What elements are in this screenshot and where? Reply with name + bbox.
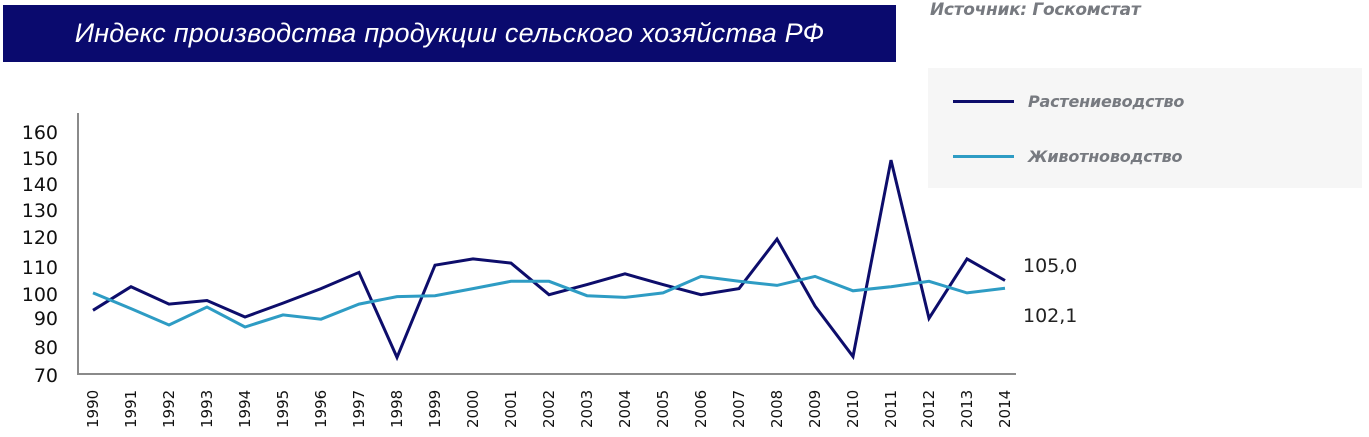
series-line-livestock bbox=[92, 274, 1006, 329]
legend-item-livestock: Животноводство bbox=[953, 147, 1183, 166]
y-tick-label: 100 bbox=[22, 284, 58, 306]
x-tick-label: 2002 bbox=[540, 390, 558, 428]
x-tick-label: 1999 bbox=[426, 390, 444, 428]
y-tick-label: 160 bbox=[22, 122, 58, 144]
end-value-label-crops: 105,0 bbox=[1023, 255, 1077, 277]
x-tick-label: 2010 bbox=[844, 390, 862, 428]
y-tick-label: 140 bbox=[22, 174, 58, 196]
x-tick-label: 2009 bbox=[806, 390, 824, 428]
end-value-label-livestock: 102,1 bbox=[1023, 305, 1077, 327]
source-note: Источник: Госкомстат bbox=[930, 0, 1141, 20]
x-tick-label: 2014 bbox=[996, 390, 1014, 428]
legend-item-crops: Растениеводство bbox=[953, 92, 1184, 111]
chart-title-bar: Индекс производства продукции сельского … bbox=[3, 5, 896, 62]
legend-label-livestock: Животноводство bbox=[1028, 147, 1183, 166]
x-tick-label: 2007 bbox=[730, 390, 748, 428]
y-tick-label: 120 bbox=[22, 227, 58, 249]
y-tick-label: 150 bbox=[22, 148, 58, 170]
x-tick-label: 1996 bbox=[312, 390, 330, 428]
x-tick-label: 2012 bbox=[920, 390, 938, 428]
y-tick-label: 110 bbox=[22, 257, 58, 279]
x-tick-label: 2006 bbox=[692, 390, 710, 428]
legend-swatch-crops bbox=[953, 100, 1014, 103]
legend-swatch-livestock bbox=[953, 155, 1014, 158]
x-tick-label: 1992 bbox=[160, 390, 178, 428]
x-tick-label: 2013 bbox=[958, 390, 976, 428]
y-tick-label: 130 bbox=[22, 200, 58, 222]
x-tick-label: 1997 bbox=[350, 390, 368, 428]
x-tick-label: 2000 bbox=[464, 390, 482, 428]
x-tick-label: 2003 bbox=[578, 390, 596, 428]
x-tick-label: 2008 bbox=[768, 390, 786, 428]
x-tick-label: 2001 bbox=[502, 390, 520, 428]
y-tick-label: 90 bbox=[34, 308, 58, 330]
chart-title: Индекс производства продукции сельского … bbox=[74, 18, 825, 48]
x-tick-label: 1993 bbox=[198, 390, 216, 428]
y-tick-label: 80 bbox=[34, 337, 58, 359]
x-tick-label: 2011 bbox=[882, 390, 900, 428]
legend: Растениеводство Животноводство bbox=[928, 68, 1362, 188]
series-line-crops bbox=[92, 159, 1006, 362]
y-tick-label: 70 bbox=[34, 365, 58, 387]
x-tick-label: 1995 bbox=[274, 390, 292, 428]
x-axis-tick-labels: 1990 1991 1992 1993 1994 1995 1996 1997 1998 1999… bbox=[84, 390, 1014, 428]
legend-label-crops: Растениеводство bbox=[1028, 92, 1185, 111]
x-tick-label: 1998 bbox=[388, 390, 406, 428]
x-tick-label: 1990 bbox=[84, 390, 102, 428]
x-tick-label: 2004 bbox=[616, 390, 634, 428]
x-tick-label: 1994 bbox=[236, 390, 254, 428]
x-tick-label: 1991 bbox=[122, 390, 140, 428]
x-tick-label: 2005 bbox=[654, 390, 672, 428]
